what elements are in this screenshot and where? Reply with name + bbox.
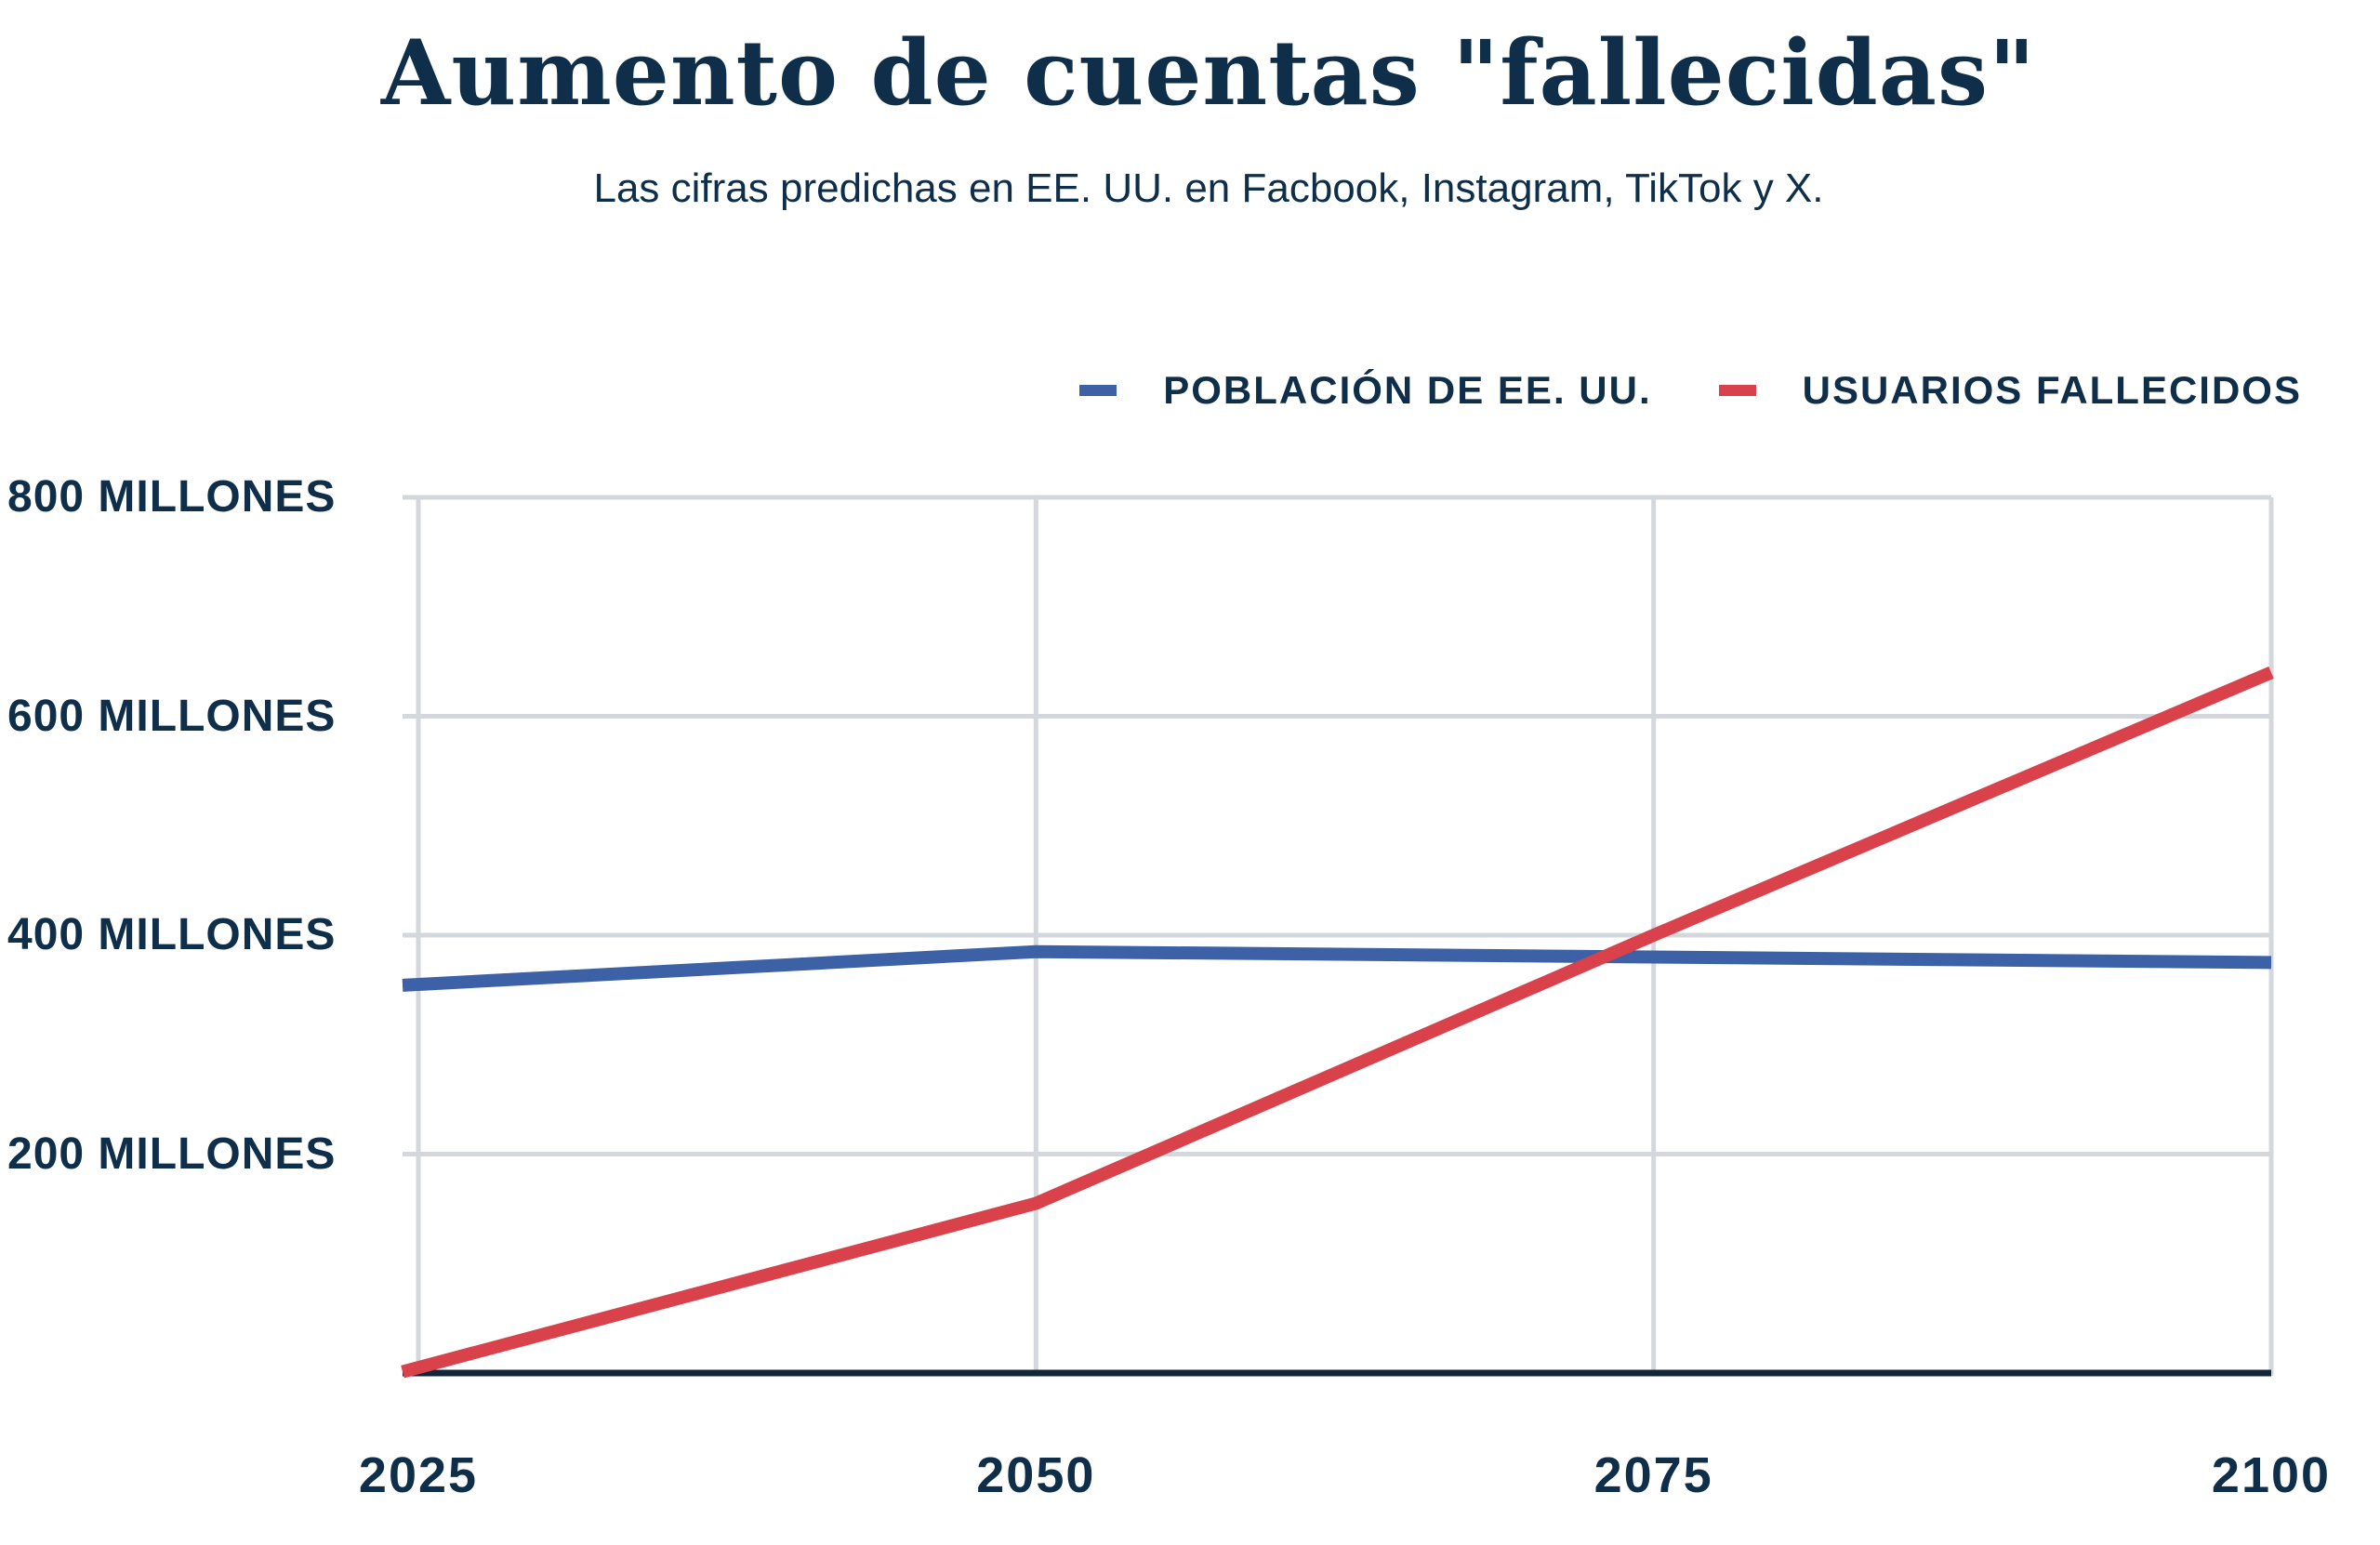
deceased-line-swatch-icon — [1718, 385, 1756, 396]
y-tick-label: 400 MILLONES — [7, 910, 337, 959]
x-tick-label: 2075 — [1593, 1447, 1713, 1503]
y-tick-label: 200 MILLONES — [7, 1129, 337, 1179]
x-tick-label: 2100 — [2211, 1447, 2332, 1503]
legend-label-deceased: USUARIOS FALLECIDOS — [1802, 368, 2302, 412]
legend: POBLACIÓN DE EE. UU. USUARIOS FALLECIDOS — [1079, 368, 2302, 413]
chart-title: Aumento de cuentas "fallecidas" — [380, 20, 2037, 125]
y-tick-label: 600 MILLONES — [7, 691, 337, 741]
x-tick-label: 2025 — [358, 1447, 479, 1503]
legend-item-deceased: USUARIOS FALLECIDOS — [1718, 368, 2302, 413]
x-tick-label: 2050 — [976, 1447, 1096, 1503]
legend-item-population: POBLACIÓN DE EE. UU. — [1079, 368, 1651, 413]
population-series-line — [402, 944, 2272, 992]
population-line-swatch-icon — [1079, 385, 1117, 396]
deceased-series-line — [401, 666, 2274, 1379]
chart-subtitle: Las cifras predichas en EE. UU. en Facbo… — [593, 165, 1824, 211]
y-tick-label: 800 MILLONES — [7, 472, 337, 522]
legend-label-population: POBLACIÓN DE EE. UU. — [1163, 368, 1652, 412]
